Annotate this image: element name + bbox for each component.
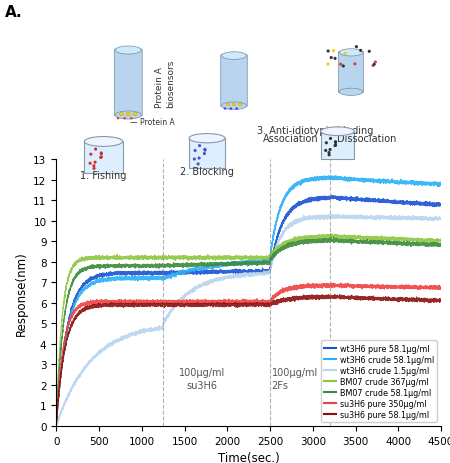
Legend: wt3H6 pure 58.1μg/ml, wt3H6 crude 58.1μg/ml, wt3H6 crude 1.5μg/ml, BM07 crude 36: wt3H6 pure 58.1μg/ml, wt3H6 crude 58.1μg… (321, 341, 437, 422)
Text: Association: Association (262, 133, 318, 143)
Text: Protein A
biosensors: Protein A biosensors (155, 59, 175, 107)
Text: 100μg/ml
2Fs: 100μg/ml 2Fs (272, 368, 318, 390)
Text: 3. Anti-idiotypic binding: 3. Anti-idiotypic binding (257, 125, 373, 135)
Text: 1. Fishing: 1. Fishing (80, 171, 127, 181)
Text: Dissociation: Dissociation (337, 133, 396, 143)
Text: A.: A. (4, 5, 22, 19)
X-axis label: Time(sec.): Time(sec.) (218, 451, 279, 463)
Y-axis label: Response(nm): Response(nm) (15, 250, 28, 335)
Text: 100μg/ml
su3H6: 100μg/ml su3H6 (179, 368, 225, 390)
Text: — Protein A: — Protein A (130, 117, 175, 126)
Text: 2. Blocking: 2. Blocking (180, 167, 234, 177)
